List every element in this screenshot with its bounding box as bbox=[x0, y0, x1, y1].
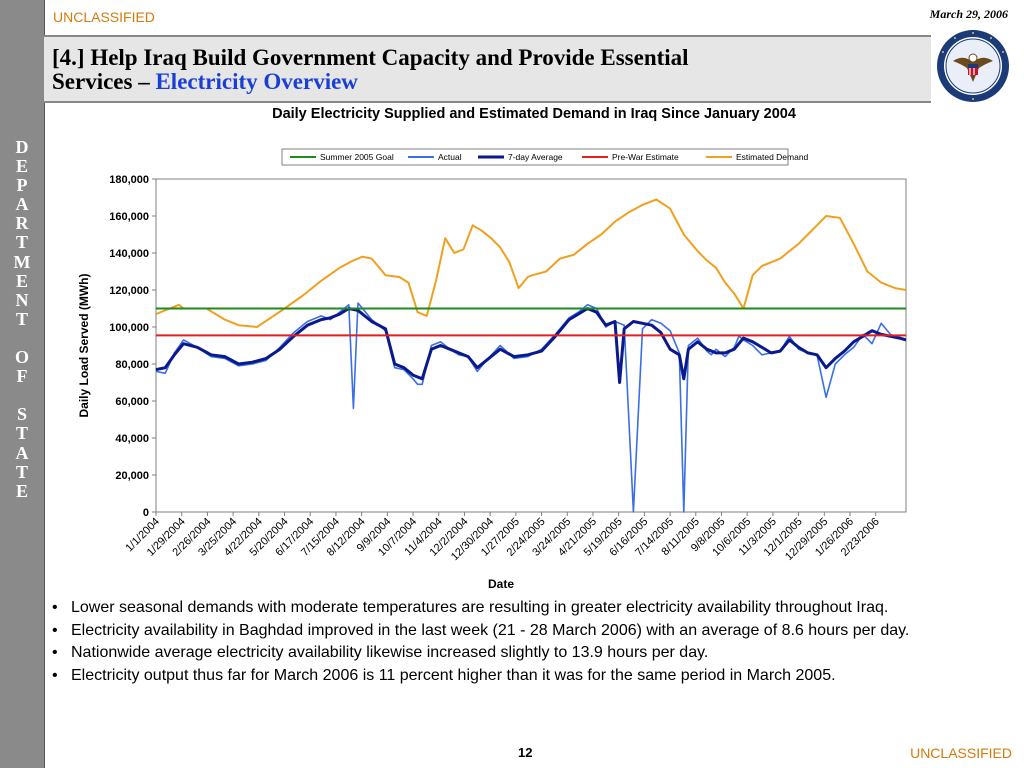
sidebar-letter: A bbox=[15, 442, 29, 463]
bullet-list: Lower seasonal demands with moderate tem… bbox=[50, 597, 1000, 687]
slide-title: [4.] Help Iraq Build Government Capacity… bbox=[52, 46, 689, 94]
sidebar-letter: F bbox=[16, 366, 28, 387]
y-axis-title: Daily Load Served (MWh) bbox=[77, 273, 91, 417]
sidebar-letter: T bbox=[15, 308, 28, 329]
title-band: [4.] Help Iraq Build Government Capacity… bbox=[44, 35, 931, 103]
y-tick-label: 120,000 bbox=[109, 285, 149, 297]
state-department-seal-icon bbox=[937, 30, 1009, 102]
bullet-item: Nationwide average electricity availabil… bbox=[50, 642, 1000, 664]
sidebar-letter: T bbox=[15, 461, 28, 482]
sidebar-letter: N bbox=[15, 289, 29, 310]
classification-top: UNCLASSIFIED bbox=[53, 9, 155, 25]
sidebar-letter bbox=[0, 329, 44, 348]
sidebar-letter: O bbox=[14, 347, 29, 368]
chart-title: Daily Electricity Supplied and Estimated… bbox=[272, 106, 796, 122]
slide-date: March 29, 2006 bbox=[929, 7, 1008, 21]
electricity-chart: Summer 2005 Goal Actual 7-day Average Pre-W… bbox=[77, 148, 907, 591]
sidebar-letter bbox=[0, 386, 44, 405]
bullet-item: Lower seasonal demands with moderate tem… bbox=[50, 597, 1000, 619]
sidebar-letter: T bbox=[15, 232, 28, 253]
chart-legend: Summer 2005 Goal Actual 7-day Average Pre-W… bbox=[281, 148, 809, 166]
plot-area bbox=[155, 178, 907, 513]
slide-title-line1: [4.] Help Iraq Build Government Capacity… bbox=[52, 45, 689, 70]
x-axis: 1/1/20041/29/20042/26/20043/25/20044/22/… bbox=[123, 512, 882, 563]
series-7-day-average bbox=[155, 307, 907, 384]
y-axis: 0 20,000 40,000 60,000 80,000 100,000 120,000 1… bbox=[109, 174, 156, 519]
legend-box bbox=[281, 148, 789, 166]
y-tick-label: 0 bbox=[143, 507, 149, 519]
y-tick-label: 140,000 bbox=[109, 248, 149, 260]
legend-label: Actual bbox=[438, 152, 462, 162]
sidebar-letter: E bbox=[15, 270, 28, 291]
legend-label: Summer 2005 Goal bbox=[320, 152, 394, 162]
series-estimated-demand bbox=[155, 198, 907, 328]
bullet-item: Electricity output thus far for March 20… bbox=[50, 665, 1000, 687]
x-axis-title: Date bbox=[488, 577, 514, 591]
y-tick-label: 20,000 bbox=[115, 470, 149, 482]
sidebar-letter: D bbox=[15, 137, 29, 157]
page-number: 12 bbox=[518, 745, 533, 760]
legend-label: 7-day Average bbox=[508, 152, 563, 162]
sidebar-letter: R bbox=[15, 213, 29, 234]
sidebar-letter: T bbox=[15, 423, 28, 444]
y-tick-label: 60,000 bbox=[115, 396, 149, 408]
slide-title-line2: Services – bbox=[52, 69, 156, 94]
sidebar-letter: M bbox=[13, 251, 31, 272]
sidebar-letter: A bbox=[15, 194, 29, 215]
classification-bottom: UNCLASSIFIED bbox=[910, 745, 1012, 761]
y-tick-label: 40,000 bbox=[115, 433, 149, 445]
slide-title-accent: Electricity Overview bbox=[155, 69, 358, 94]
legend-label: Estimated Demand bbox=[736, 152, 809, 162]
y-tick-label: 160,000 bbox=[109, 211, 149, 223]
sidebar-letter: S bbox=[16, 404, 27, 425]
y-tick-label: 180,000 bbox=[109, 174, 149, 186]
sidebar-letter: P bbox=[16, 175, 28, 196]
chart-series bbox=[155, 198, 907, 513]
sidebar-letter: E bbox=[15, 480, 28, 501]
legend-label: Pre-War Estimate bbox=[612, 152, 679, 162]
y-tick-label: 100,000 bbox=[109, 322, 149, 334]
y-tick-label: 80,000 bbox=[115, 359, 149, 371]
bullet-item: Electricity availability in Baghdad impr… bbox=[50, 620, 1000, 642]
sidebar-letter: E bbox=[15, 156, 28, 177]
